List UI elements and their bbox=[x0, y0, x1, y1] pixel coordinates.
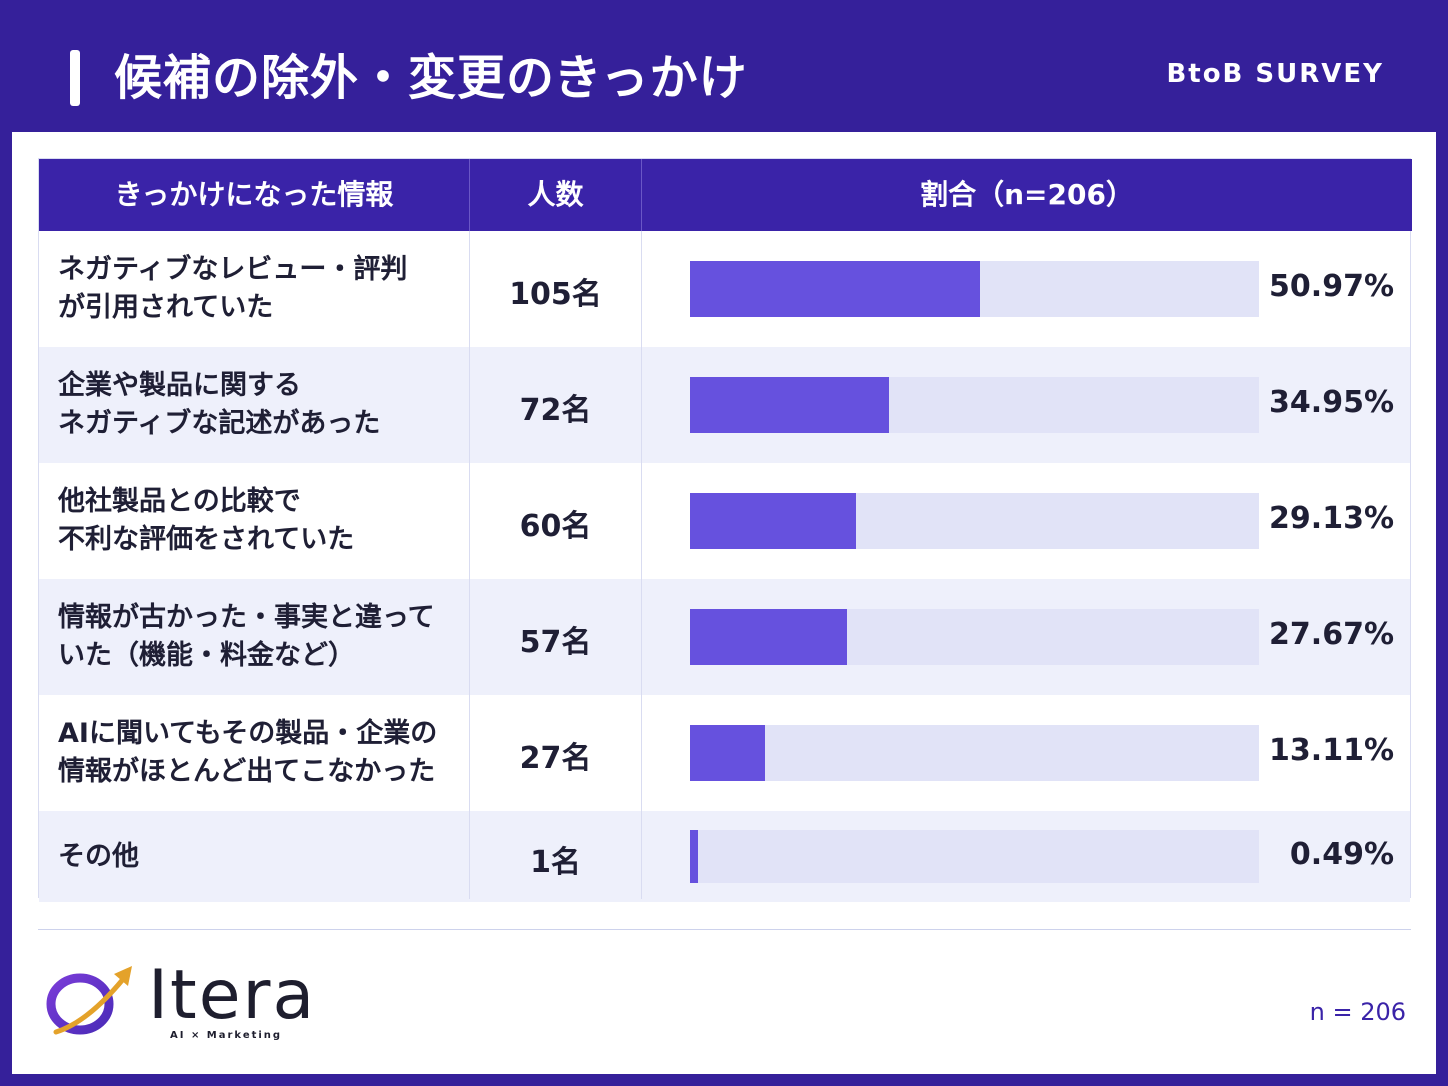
row-label-line: その他 bbox=[58, 841, 139, 872]
row-label: ネガティブなレビュー・評判 が引用されていた bbox=[58, 251, 468, 327]
bar-track bbox=[690, 493, 1259, 549]
column-divider bbox=[469, 159, 470, 899]
bar-value-label: 13.11% bbox=[1269, 733, 1394, 768]
bar-track bbox=[690, 261, 1259, 317]
table-row: 情報が古かった・事実と違って いた（機能・料金など） 57名 27.67% bbox=[39, 579, 1410, 695]
row-count: 105名 bbox=[509, 277, 602, 312]
row-label-line: 企業や製品に関する bbox=[58, 370, 301, 401]
column-header-ratio: 割合（n=206） bbox=[920, 178, 1134, 211]
header-divider bbox=[469, 159, 470, 231]
results-table: きっかけになった情報 人数 割合（n=206） ネガティブなレビュー・評判 が引用… bbox=[38, 158, 1412, 902]
logo-tagline: AI × Marketing bbox=[170, 1030, 283, 1041]
bar-value-label: 27.67% bbox=[1269, 617, 1394, 652]
table-row: 他社製品との比較で不利な評価をされていた 60名 29.13% bbox=[39, 463, 1410, 579]
row-label: AIに聞いてもその製品・企業の 情報がほとんど出てこなかった bbox=[58, 715, 468, 791]
table-row: AIに聞いてもその製品・企業の 情報がほとんど出てこなかった 27名 13.11% bbox=[39, 695, 1410, 811]
bar-value-label: 29.13% bbox=[1269, 501, 1394, 536]
bar bbox=[690, 377, 889, 433]
bar bbox=[690, 493, 856, 549]
row-label-line: 不利な評価をされていた bbox=[58, 524, 355, 555]
bar-value-label: 0.49% bbox=[1289, 837, 1394, 872]
itera-logo: Itera AI × Marketing bbox=[44, 956, 344, 1046]
row-label: 情報が古かった・事実と違って いた（機能・料金など） bbox=[58, 599, 468, 675]
row-label: その他 bbox=[58, 838, 468, 876]
table-row: その他 1名 0.49% bbox=[39, 811, 1410, 902]
bar-track bbox=[690, 609, 1259, 665]
page-title: 候補の除外・変更のきっかけ bbox=[114, 50, 748, 106]
row-label: 企業や製品に関するネガティブな記述があった bbox=[58, 367, 468, 443]
row-label-line: いた（機能・料金など） bbox=[58, 640, 355, 671]
table-row: 企業や製品に関するネガティブな記述があった 72名 34.95% bbox=[39, 347, 1410, 463]
bar-track bbox=[690, 377, 1259, 433]
bar bbox=[690, 830, 698, 883]
row-label-line: 他社製品との比較で bbox=[58, 486, 301, 517]
row-count: 27名 bbox=[519, 741, 592, 776]
table-row: ネガティブなレビュー・評判 が引用されていた 105名 50.97% bbox=[39, 231, 1410, 347]
row-label-line: 情報がほとんど出てこなかった bbox=[58, 756, 436, 787]
row-label-line: が引用されていた bbox=[58, 292, 274, 323]
header: 候補の除外・変更のきっかけ BtoB SURVEY bbox=[0, 0, 1448, 132]
bar-track bbox=[690, 830, 1259, 883]
row-label: 他社製品との比較で不利な評価をされていた bbox=[58, 483, 468, 559]
bar bbox=[690, 261, 980, 317]
row-count: 1名 bbox=[530, 845, 581, 880]
sample-size-note: n = 206 bbox=[1309, 998, 1406, 1026]
row-label-line: ネガティブな記述があった bbox=[58, 408, 381, 439]
bar-value-label: 34.95% bbox=[1269, 385, 1394, 420]
row-label-line: ネガティブなレビュー・評判 bbox=[58, 254, 408, 285]
row-count: 72名 bbox=[519, 393, 592, 428]
survey-tag: BtoB SURVEY bbox=[1166, 59, 1384, 89]
bar-value-label: 50.97% bbox=[1269, 269, 1394, 304]
bar-track bbox=[690, 725, 1259, 781]
title-accent-bar bbox=[70, 50, 80, 106]
table-header: きっかけになった情報 人数 割合（n=206） bbox=[39, 159, 1412, 231]
logo-wordmark: Itera bbox=[148, 956, 317, 1035]
header-divider bbox=[641, 159, 642, 231]
column-divider bbox=[641, 159, 642, 899]
logo-mark-icon bbox=[46, 966, 132, 1035]
row-label-line: 情報が古かった・事実と違って bbox=[58, 602, 435, 633]
row-label-line: AIに聞いてもその製品・企業の bbox=[58, 718, 438, 749]
column-header-reason: きっかけになった情報 bbox=[114, 178, 394, 211]
column-header-count: 人数 bbox=[527, 178, 584, 211]
bar bbox=[690, 725, 765, 781]
bar bbox=[690, 609, 847, 665]
row-count: 60名 bbox=[519, 509, 592, 544]
footer-divider bbox=[38, 929, 1411, 930]
row-count: 57名 bbox=[519, 625, 592, 660]
